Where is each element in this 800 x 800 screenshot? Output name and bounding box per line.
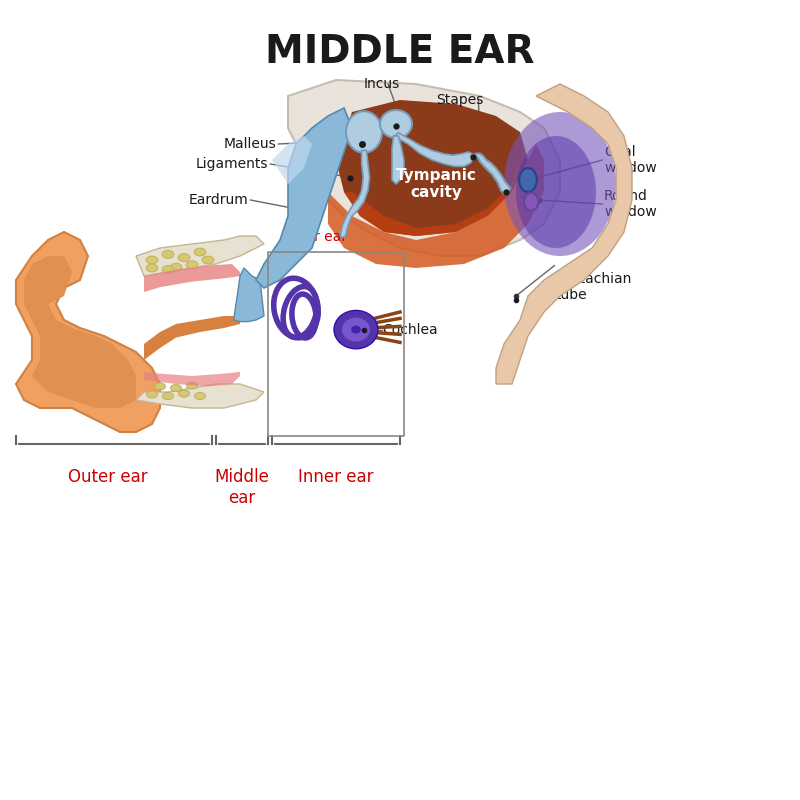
- Ellipse shape: [346, 111, 382, 153]
- Text: Malleus: Malleus: [223, 137, 276, 151]
- Polygon shape: [272, 136, 312, 184]
- Text: Cochlea: Cochlea: [382, 322, 438, 337]
- Ellipse shape: [516, 136, 596, 248]
- Ellipse shape: [186, 382, 198, 390]
- Polygon shape: [340, 150, 370, 238]
- Ellipse shape: [524, 193, 538, 210]
- Polygon shape: [234, 268, 264, 322]
- Ellipse shape: [194, 392, 206, 400]
- Polygon shape: [144, 264, 240, 292]
- Text: Outer ear: Outer ear: [68, 468, 148, 486]
- Ellipse shape: [170, 263, 182, 271]
- Ellipse shape: [162, 266, 174, 274]
- Text: Eustachian
tube: Eustachian tube: [556, 272, 632, 302]
- Text: Tympanic
cavity: Tympanic cavity: [395, 168, 477, 200]
- Ellipse shape: [194, 248, 206, 256]
- Polygon shape: [144, 372, 240, 386]
- Ellipse shape: [154, 382, 166, 390]
- Polygon shape: [470, 154, 510, 194]
- Ellipse shape: [178, 390, 190, 398]
- Polygon shape: [144, 316, 240, 360]
- Ellipse shape: [162, 250, 174, 258]
- Polygon shape: [328, 144, 544, 268]
- Text: Eardrum: Eardrum: [188, 193, 248, 207]
- Ellipse shape: [202, 256, 214, 264]
- Ellipse shape: [146, 390, 158, 398]
- Ellipse shape: [162, 392, 174, 400]
- Text: Middle
ear: Middle ear: [214, 468, 269, 507]
- Ellipse shape: [178, 254, 190, 262]
- Polygon shape: [344, 160, 520, 236]
- Polygon shape: [392, 133, 474, 166]
- Ellipse shape: [504, 112, 616, 256]
- Text: Ligaments: Ligaments: [195, 157, 268, 171]
- Text: Stapes: Stapes: [436, 93, 483, 107]
- Ellipse shape: [146, 264, 158, 272]
- Ellipse shape: [186, 261, 198, 269]
- Polygon shape: [256, 108, 352, 288]
- Polygon shape: [288, 80, 560, 256]
- Text: Inner ear: Inner ear: [284, 230, 347, 244]
- Ellipse shape: [342, 318, 370, 342]
- Text: MIDDLE EAR: MIDDLE EAR: [266, 33, 534, 71]
- Polygon shape: [496, 84, 632, 384]
- Text: Round
window: Round window: [604, 189, 657, 219]
- Text: Inner ear: Inner ear: [298, 468, 374, 486]
- Ellipse shape: [519, 168, 537, 192]
- Polygon shape: [16, 232, 160, 432]
- Ellipse shape: [351, 326, 361, 334]
- Polygon shape: [392, 136, 404, 184]
- Polygon shape: [136, 384, 264, 408]
- Polygon shape: [24, 256, 136, 408]
- Polygon shape: [336, 100, 528, 236]
- Ellipse shape: [170, 384, 182, 392]
- Text: Incus: Incus: [364, 77, 400, 91]
- Ellipse shape: [380, 110, 412, 138]
- Text: Oval
window: Oval window: [604, 145, 657, 175]
- Ellipse shape: [146, 256, 158, 264]
- Polygon shape: [136, 236, 264, 276]
- Ellipse shape: [334, 310, 378, 349]
